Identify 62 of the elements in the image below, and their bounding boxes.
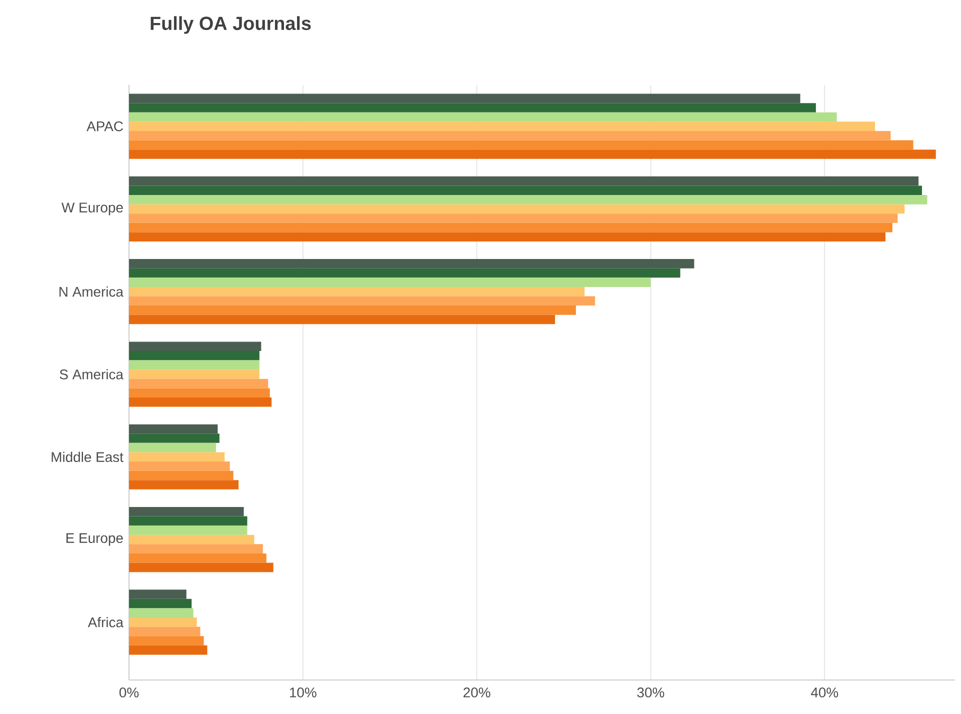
bar [129,470,234,480]
bar [129,342,262,351]
bar [129,526,248,535]
bar [129,268,680,278]
bar [129,150,936,159]
bar [129,130,891,140]
bar [129,306,576,315]
bar [129,314,556,324]
y-tick-label: Middle East [52,452,124,462]
bar [129,195,928,204]
bar [129,214,898,223]
bar [129,103,816,112]
bar [129,278,651,287]
x-tick-label: 30% [637,688,664,698]
bar [129,397,272,407]
bar [129,360,260,370]
bar [129,553,266,563]
bar [129,259,694,268]
x-tick-label: 20% [464,688,490,698]
bar [129,176,918,186]
x-tick-label: 0% [119,688,139,698]
bar [129,204,905,214]
bar [129,516,248,526]
bar [129,645,208,655]
bar [129,608,194,618]
bar [129,534,254,544]
bar [129,388,270,398]
bar [129,626,200,636]
chart-title: Fully OA Journals [150,16,311,34]
y-tick-label: S America [60,369,124,380]
bar [129,370,260,379]
bar [129,140,914,150]
x-tick-label: 10% [290,688,316,698]
bar [129,232,886,242]
bar [129,618,197,627]
bar [129,424,218,434]
bar [129,562,274,572]
y-tick-label: E Europe [66,533,123,546]
bar [129,286,585,296]
bar [129,544,263,554]
bar [129,222,892,232]
bar [129,112,837,122]
bar [129,452,225,462]
x-tick-label: 40% [810,688,838,698]
y-tick-label: Africa [88,617,124,628]
y-tick-label: W Europe [62,202,123,216]
bar [129,442,216,452]
bar [129,598,192,608]
bar [129,122,876,131]
y-tick-label: N America [60,286,124,297]
bar [129,186,922,196]
y-tick-label: APAC [86,121,123,132]
bar [129,94,800,104]
bar [129,590,186,599]
bar [129,378,268,388]
bar [129,296,596,306]
bar [129,350,260,360]
bar [129,434,220,443]
bar [129,636,204,646]
bar [129,480,239,490]
bar [129,506,244,516]
bar [129,462,230,471]
